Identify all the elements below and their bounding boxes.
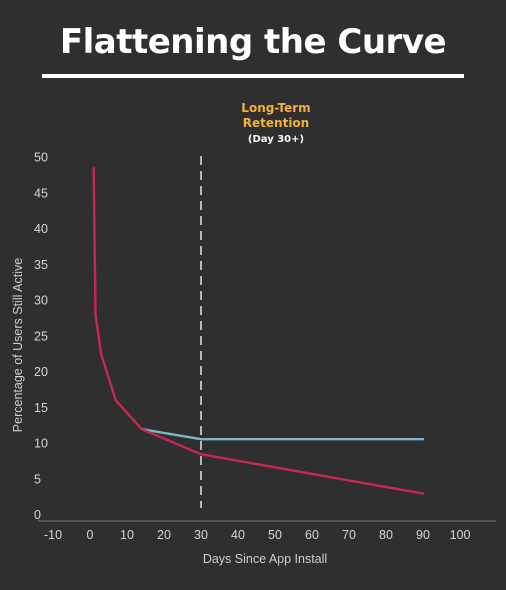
y-tick-label: 25 [34, 329, 48, 343]
improved-retention-line [140, 428, 425, 441]
x-tick-label: 90 [416, 528, 430, 542]
y-tick-label: 10 [34, 437, 48, 451]
y-tick-label: 20 [34, 365, 48, 379]
xlabel: Days Since App Install [203, 552, 327, 566]
x-tick-label: 50 [268, 528, 282, 542]
x-tick-label: 60 [305, 528, 319, 542]
annotation-line-1: Long-Term [241, 101, 310, 115]
baseline-retention-line [92, 167, 425, 495]
y-tick-label: 5 [34, 472, 41, 486]
y-tick-label: 50 [34, 151, 48, 165]
x-tick-label: -10 [44, 528, 62, 542]
x-tick-label: 80 [379, 528, 393, 542]
page-title: Flattening the Curve [59, 22, 447, 62]
y-tick-label: 35 [34, 258, 48, 272]
ylabel: Percentage of Users Still Active [11, 258, 25, 432]
x-tick-label: 10 [120, 528, 134, 542]
x-tick-label: 100 [450, 528, 471, 542]
y-tick-label: 15 [34, 401, 48, 415]
annotation-line-3: (Day 30+) [248, 134, 304, 145]
y-tick-label: 30 [34, 294, 48, 308]
x-tick-label: 40 [231, 528, 245, 542]
x-tick-label: 20 [157, 528, 171, 542]
y-tick-label: 0 [34, 508, 41, 522]
x-tick-label: 30 [194, 528, 208, 542]
y-tick-label: 40 [34, 222, 48, 236]
title-underline [42, 74, 464, 78]
y-tick-label: 45 [34, 186, 48, 200]
annotation-line-2: Retention [243, 116, 309, 130]
x-tick-label: 0 [87, 528, 94, 542]
x-tick-label: 70 [342, 528, 356, 542]
